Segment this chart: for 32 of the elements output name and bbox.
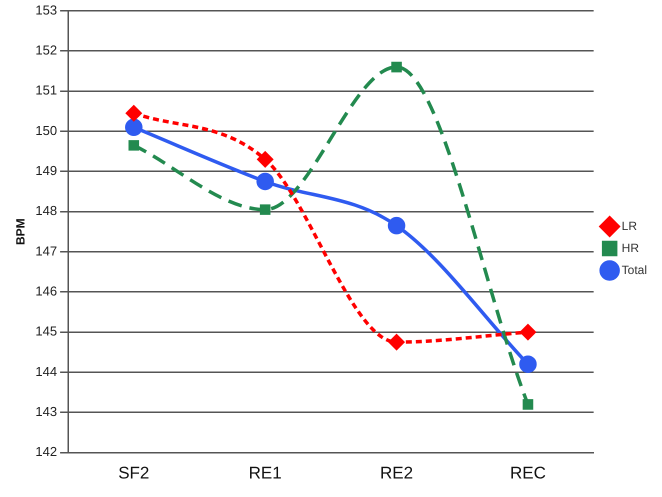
y-tick-label: 146: [35, 284, 58, 299]
point: [519, 355, 537, 373]
point: [260, 204, 270, 215]
legend-label: LR: [622, 218, 638, 233]
y-tick-label: 153: [35, 2, 58, 18]
point: [522, 399, 534, 410]
y-tick-label: 150: [35, 122, 58, 138]
x-tick-label: RE2: [380, 463, 414, 482]
y-tick-label: 151: [35, 82, 58, 98]
y-tick-label: 148: [35, 203, 58, 218]
y-tick-label: 145: [35, 324, 58, 339]
point: [126, 105, 142, 121]
y-tick-label: 142: [35, 444, 58, 460]
y-tick-label: 143: [35, 404, 58, 420]
point: [125, 118, 143, 136]
y-tick-label: 152: [35, 42, 58, 58]
y-tick-label: 149: [35, 163, 58, 178]
point: [388, 216, 406, 234]
point: [391, 62, 402, 72]
y-tick-label: 147: [35, 243, 58, 258]
point: [257, 152, 273, 168]
point: [388, 334, 404, 350]
point: [128, 140, 140, 151]
legend-label: Total: [622, 262, 648, 277]
y-tick-label: 144: [35, 364, 58, 379]
point: [520, 324, 536, 340]
x-tick-label: RE1: [248, 463, 282, 482]
legend-label: HR: [622, 240, 640, 255]
point: [256, 172, 274, 190]
x-tick-label: REC: [510, 463, 546, 482]
y-axis-title: BPM: [14, 218, 28, 246]
x-tick-label: SF2: [118, 463, 150, 482]
